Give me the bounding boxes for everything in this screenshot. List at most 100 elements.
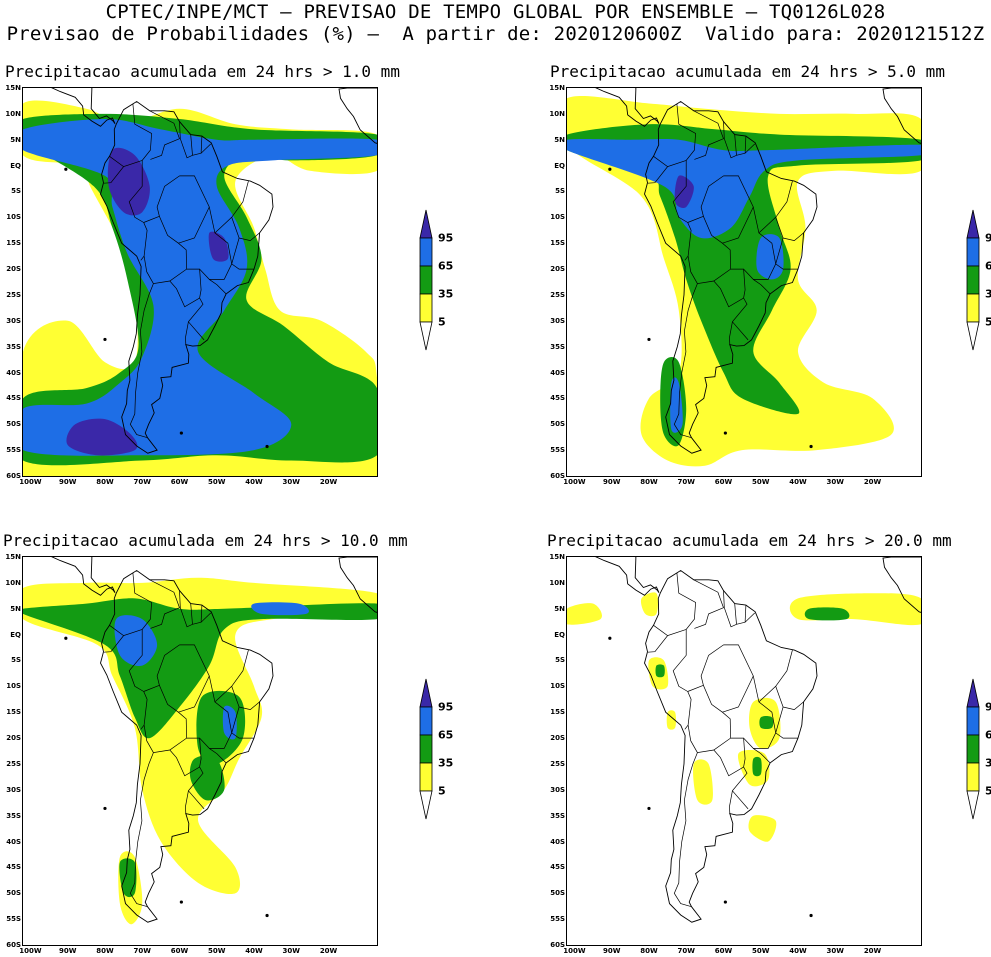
map-1mm-border-3 (149, 110, 180, 160)
map-10mm-prob-area-green-4 (189, 755, 225, 801)
map-10mm-svg (23, 557, 377, 925)
lon-label: 60W (714, 478, 733, 486)
map-5mm-border-8 (687, 215, 731, 284)
map-20mm-border-15 (722, 675, 754, 713)
legend-swatch-purple (419, 209, 433, 239)
legend-swatch-green (419, 265, 433, 295)
lon-label: 40W (245, 947, 263, 955)
legend-label-95: 95 (985, 700, 991, 714)
map-1mm-border-12 (129, 283, 154, 439)
map-1mm-africa-coast (338, 88, 377, 144)
lon-label: 20W (319, 947, 338, 955)
map-1mm-border-8 (143, 215, 187, 284)
lon-label: 20W (319, 478, 338, 486)
map-20mm-prob-area-green-12 (655, 664, 665, 678)
lon-label: 100W (19, 478, 42, 486)
map-5mm-border-12 (673, 283, 698, 439)
map-1mm-border-4 (179, 121, 212, 159)
lat-label: 15S (550, 239, 565, 248)
map-5mm-border-6 (744, 136, 747, 154)
legend-1mm: 95 65 35 5 (416, 208, 476, 358)
lon-label: 90W (58, 478, 77, 486)
map-5mm-coastline (644, 100, 818, 454)
lat-label: 10N (549, 578, 565, 587)
map-20mm-border-16 (775, 686, 784, 733)
legend-20mm: 95 65 35 5 (963, 677, 991, 827)
map-1mm-border-15 (178, 206, 210, 244)
lon-label: 50W (752, 478, 770, 486)
map-5mm-border-16 (775, 217, 784, 264)
legend-swatch-purple (966, 209, 980, 239)
lat-label: 15N (5, 553, 21, 561)
lon-label: 70W (133, 478, 151, 486)
map-20mm-border-18 (783, 701, 804, 710)
legend-swatch-yellow (419, 293, 433, 323)
lat-label: 10S (550, 213, 565, 222)
lat-label: 5S (11, 656, 21, 665)
map-5mm-africa-coast (882, 88, 921, 144)
map-5mm-prob-area-purple-6 (674, 175, 694, 209)
map-1mm-island-0 (64, 167, 68, 171)
lat-label: 25S (6, 759, 21, 768)
legend-label-95: 95 (438, 700, 454, 714)
lat-label: 60S (550, 472, 565, 480)
legend-label-65: 65 (985, 728, 991, 742)
lat-label: 50S (6, 420, 21, 429)
lat-label: 5N (554, 604, 565, 613)
map-5mm-central-america (595, 88, 660, 127)
main-title-line2: Previsao de Probabilidades (%) – A parti… (6, 23, 985, 45)
map-20mm-border-10 (731, 766, 749, 810)
map-10mm-island-2 (265, 913, 269, 918)
legend-swatch-green (966, 265, 980, 295)
lat-label: 15S (6, 708, 21, 717)
lon-label: 60W (170, 478, 189, 486)
lat-label: 20S (550, 265, 565, 274)
lat-label: 30S (550, 785, 565, 794)
lat-label: 30S (6, 316, 21, 325)
map-5mm-prob-area-blue-4 (756, 234, 784, 280)
legend-colorbar (966, 209, 980, 351)
lon-label: 60W (170, 947, 189, 955)
map-panel-1mm (22, 87, 378, 477)
map-20mm-island-0 (608, 636, 612, 640)
legend-label-5: 5 (438, 784, 446, 798)
lat-label: 25S (550, 759, 565, 768)
lat-label: 50S (550, 420, 565, 429)
map-20mm-border-20 (753, 748, 771, 764)
map-10mm-border-2 (103, 635, 124, 653)
map-5mm-border-0 (672, 103, 696, 223)
lon-label: 60W (714, 947, 733, 955)
map-20mm-prob-area-green-9 (804, 607, 850, 621)
map-panel-10mm (22, 556, 378, 946)
panel-title-5mm: Precipitacao acumulada em 24 hrs > 5.0 m… (550, 62, 945, 81)
map-20mm-island-2 (809, 913, 813, 918)
map-1mm-border-17 (214, 181, 249, 234)
lon-label: 20W (863, 478, 882, 486)
map-5mm-svg (567, 88, 921, 467)
map-20mm-prob-area-yellow-8 (640, 592, 659, 617)
map-20mm-prob-area-yellow-5 (693, 759, 713, 805)
map-20mm-prob-area-green-10 (759, 716, 774, 729)
lon-label: 30W (826, 478, 845, 486)
map-10mm-border-5 (190, 603, 193, 625)
lat-label: 15N (549, 553, 565, 561)
lon-label: 30W (282, 478, 301, 486)
map-20mm-border-13 (723, 644, 777, 749)
map-5mm-island-1 (723, 431, 727, 435)
map-10mm-island-0 (64, 636, 68, 640)
map-20mm-svg (567, 557, 921, 923)
legend-label-5: 5 (985, 784, 991, 798)
map-20mm-border-6 (744, 605, 747, 623)
lat-label: 15N (549, 84, 565, 92)
legend-swatch-white (419, 790, 433, 820)
legend-swatch-purple (419, 678, 433, 708)
map-5mm-prob-area-blue-3 (567, 138, 921, 239)
legend-colorbar (966, 678, 980, 820)
main-title-line1: CPTEC/INPE/MCT – PREVISAO DE TEMPO GLOBA… (105, 1, 886, 23)
map-20mm-border-3 (693, 579, 724, 629)
legend-swatch-white (419, 321, 433, 351)
legend-swatch-green (419, 734, 433, 764)
map-20mm-border-4 (723, 590, 756, 628)
lon-label: 90W (602, 947, 621, 955)
lat-label: 20S (6, 265, 21, 274)
